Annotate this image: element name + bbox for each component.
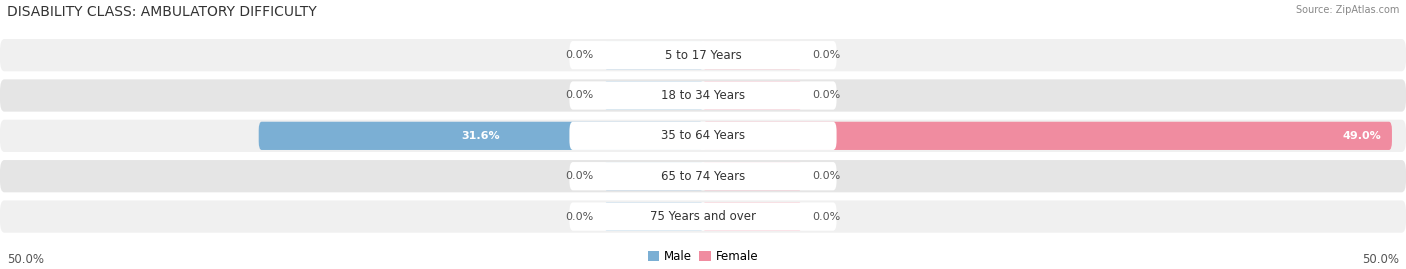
- FancyBboxPatch shape: [0, 79, 1406, 112]
- Text: 0.0%: 0.0%: [565, 171, 593, 181]
- FancyBboxPatch shape: [569, 81, 837, 110]
- Text: 50.0%: 50.0%: [7, 253, 44, 266]
- FancyBboxPatch shape: [259, 122, 703, 150]
- FancyBboxPatch shape: [703, 81, 801, 110]
- Text: 5 to 17 Years: 5 to 17 Years: [665, 49, 741, 62]
- FancyBboxPatch shape: [605, 81, 703, 110]
- Text: 75 Years and over: 75 Years and over: [650, 210, 756, 223]
- FancyBboxPatch shape: [569, 41, 837, 69]
- Text: 0.0%: 0.0%: [565, 90, 593, 101]
- Text: 50.0%: 50.0%: [1362, 253, 1399, 266]
- FancyBboxPatch shape: [569, 202, 837, 231]
- Text: 0.0%: 0.0%: [565, 50, 593, 60]
- FancyBboxPatch shape: [605, 202, 703, 231]
- Text: 0.0%: 0.0%: [813, 50, 841, 60]
- Text: 0.0%: 0.0%: [813, 171, 841, 181]
- FancyBboxPatch shape: [605, 162, 703, 190]
- Text: 18 to 34 Years: 18 to 34 Years: [661, 89, 745, 102]
- Text: DISABILITY CLASS: AMBULATORY DIFFICULTY: DISABILITY CLASS: AMBULATORY DIFFICULTY: [7, 5, 316, 19]
- FancyBboxPatch shape: [569, 162, 837, 190]
- FancyBboxPatch shape: [0, 200, 1406, 233]
- Text: 65 to 74 Years: 65 to 74 Years: [661, 170, 745, 183]
- FancyBboxPatch shape: [703, 122, 1392, 150]
- FancyBboxPatch shape: [703, 162, 801, 190]
- FancyBboxPatch shape: [703, 41, 801, 69]
- Text: 0.0%: 0.0%: [565, 211, 593, 222]
- Text: 0.0%: 0.0%: [813, 211, 841, 222]
- Text: 0.0%: 0.0%: [813, 90, 841, 101]
- FancyBboxPatch shape: [703, 202, 801, 231]
- Legend: Male, Female: Male, Female: [648, 250, 758, 263]
- FancyBboxPatch shape: [0, 39, 1406, 71]
- Text: 49.0%: 49.0%: [1343, 131, 1382, 141]
- FancyBboxPatch shape: [0, 160, 1406, 192]
- Text: Source: ZipAtlas.com: Source: ZipAtlas.com: [1295, 5, 1399, 15]
- FancyBboxPatch shape: [0, 120, 1406, 152]
- FancyBboxPatch shape: [605, 41, 703, 69]
- FancyBboxPatch shape: [569, 122, 837, 150]
- Text: 31.6%: 31.6%: [461, 131, 501, 141]
- Text: 35 to 64 Years: 35 to 64 Years: [661, 129, 745, 142]
